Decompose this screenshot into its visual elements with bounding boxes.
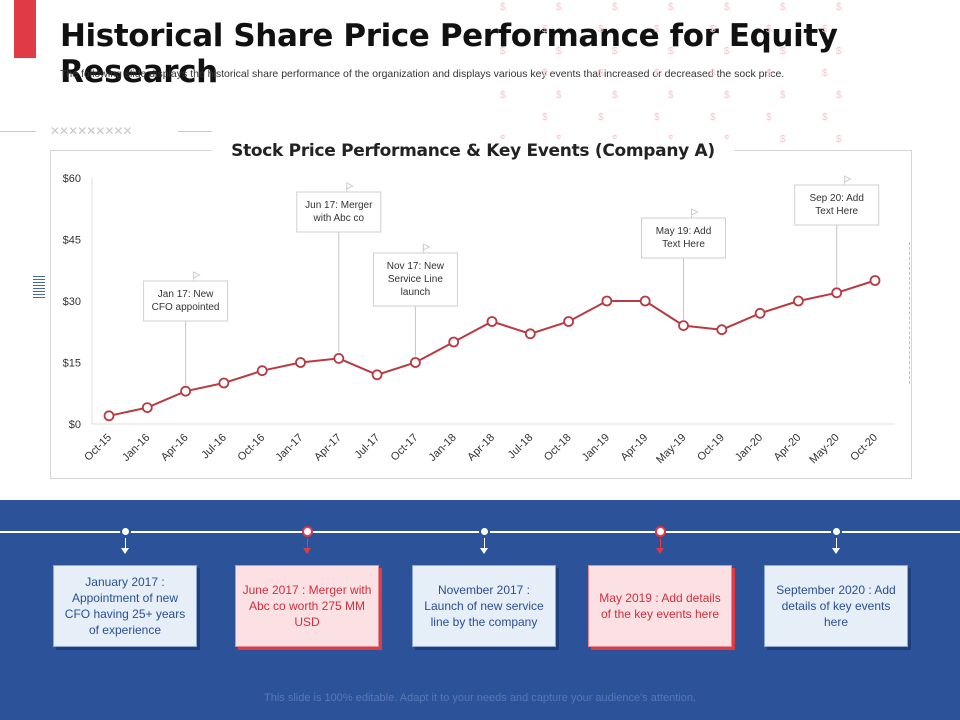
- timeline-dot: [120, 526, 131, 537]
- timeline-dot: [302, 526, 313, 537]
- data-point: [180, 385, 192, 397]
- timeline-dot: [479, 526, 490, 537]
- callout-box: [143, 280, 229, 322]
- arrow-down-icon: [303, 548, 311, 554]
- data-point: [371, 369, 383, 381]
- flag-icon: [422, 243, 431, 251]
- timeline-dot: [655, 526, 666, 537]
- y-tick-label: $60: [63, 173, 81, 185]
- y-tick-label: $30: [63, 296, 81, 308]
- data-point: [563, 316, 574, 327]
- decor-line-right: [178, 131, 212, 132]
- arrow-down-icon: [480, 548, 488, 554]
- callout-box: [372, 252, 458, 307]
- decor-line-left: [0, 131, 36, 132]
- arrow-down-icon: [832, 548, 840, 554]
- event-card-may-2019: May 2019 : Add details of the key events…: [588, 565, 732, 647]
- decor-x-pattern: ✕✕✕✕✕✕✕✕✕: [50, 124, 132, 138]
- data-point: [601, 295, 613, 307]
- x-tick-label: Jan-19: [580, 432, 612, 464]
- data-point: [524, 328, 536, 340]
- x-tick-label: Oct-15: [82, 432, 114, 464]
- callout-text: Sep 20: Add: [809, 193, 864, 204]
- x-tick-label: Oct-16: [235, 432, 267, 464]
- x-tick-label: Oct-17: [389, 432, 421, 464]
- event-card-sep-2020: September 2020 : Add details of key even…: [764, 565, 908, 647]
- decor-stripes: [33, 276, 45, 300]
- data-point: [256, 365, 268, 377]
- x-tick-label: Oct-19: [695, 432, 727, 464]
- callout-text: Jan 17: New: [158, 289, 214, 300]
- y-tick-label: $15: [63, 358, 81, 370]
- x-tick-label: May-20: [807, 432, 841, 466]
- data-point: [295, 357, 306, 368]
- callout-text: Text Here: [662, 239, 705, 250]
- chart-title: Stock Price Performance & Key Events (Co…: [212, 139, 734, 163]
- callout-text: CFO appointed: [152, 302, 220, 313]
- timeline-stem: [836, 538, 837, 552]
- x-tick-label: Jul-16: [199, 432, 229, 462]
- arrow-down-icon: [121, 548, 129, 554]
- x-tick-label: Jan-17: [273, 432, 305, 464]
- callout-box: [296, 191, 382, 233]
- page-subtitle: The following slide displays the histori…: [60, 68, 785, 80]
- flag-icon: [193, 271, 201, 279]
- y-tick-label: $0: [69, 419, 81, 431]
- x-tick-label: Jan-18: [427, 432, 459, 464]
- x-tick-label: Jan-16: [120, 432, 152, 464]
- data-point: [639, 295, 651, 307]
- x-tick-label: Jan-20: [733, 432, 765, 464]
- x-tick-label: Jul-18: [506, 432, 536, 462]
- x-tick-label: Jul-17: [353, 432, 383, 462]
- page-title: Historical Share Price Performance for E…: [60, 18, 838, 90]
- decor-dashed-line: [909, 242, 910, 384]
- timeline-stem: [660, 538, 661, 552]
- data-point: [716, 324, 728, 336]
- callout-text: Service Line: [388, 274, 443, 285]
- callout-text: Jun 17: Merger: [305, 200, 373, 211]
- event-card-nov-2017: November 2017 : Launch of new service li…: [412, 565, 556, 647]
- callout-text: with Abc co: [313, 213, 365, 224]
- x-tick-label: May-19: [654, 432, 688, 466]
- flag-icon: [691, 208, 699, 216]
- event-card-jan-2017: January 2017 : Appointment of new CFO ha…: [53, 565, 197, 647]
- callout-text: May 19: Add: [656, 226, 712, 237]
- callout-text: Nov 17: New: [387, 261, 445, 272]
- flag-icon: [346, 182, 354, 190]
- callout-box: [794, 184, 880, 226]
- data-point: [793, 295, 804, 307]
- event-card-jun-2017: June 2017 : Merger with Abc co worth 275…: [235, 565, 379, 647]
- x-tick-label: Apr-20: [772, 432, 804, 464]
- x-tick-label: Apr-16: [159, 432, 191, 464]
- callout-box: [641, 217, 726, 259]
- timeline-stem: [484, 538, 485, 552]
- data-point: [218, 377, 230, 389]
- timeline-stem: [307, 538, 308, 552]
- data-point: [409, 357, 421, 368]
- data-point: [869, 275, 881, 286]
- flag-icon: [844, 175, 852, 183]
- accent-bar: [14, 0, 36, 58]
- x-tick-label: Apr-18: [465, 432, 497, 464]
- arrow-down-icon: [656, 548, 664, 554]
- data-point: [141, 402, 153, 414]
- data-point: [678, 320, 689, 332]
- callout-text: launch: [401, 287, 430, 298]
- data-point: [448, 336, 460, 348]
- y-tick-label: $45: [63, 235, 81, 247]
- x-tick-label: Apr-17: [312, 432, 344, 464]
- footer-note: This slide is 100% editable. Adapt it to…: [264, 692, 696, 704]
- timeline-dot: [831, 526, 842, 537]
- data-point: [754, 307, 766, 319]
- data-point: [333, 352, 345, 364]
- x-tick-label: Apr-19: [618, 432, 650, 464]
- data-point: [486, 316, 498, 327]
- callout-text: Text Here: [815, 206, 858, 217]
- x-tick-label: Oct-18: [542, 432, 574, 464]
- data-point: [103, 410, 115, 422]
- data-point: [831, 287, 843, 299]
- x-tick-label: Oct-20: [848, 432, 880, 464]
- timeline-stem: [125, 538, 126, 552]
